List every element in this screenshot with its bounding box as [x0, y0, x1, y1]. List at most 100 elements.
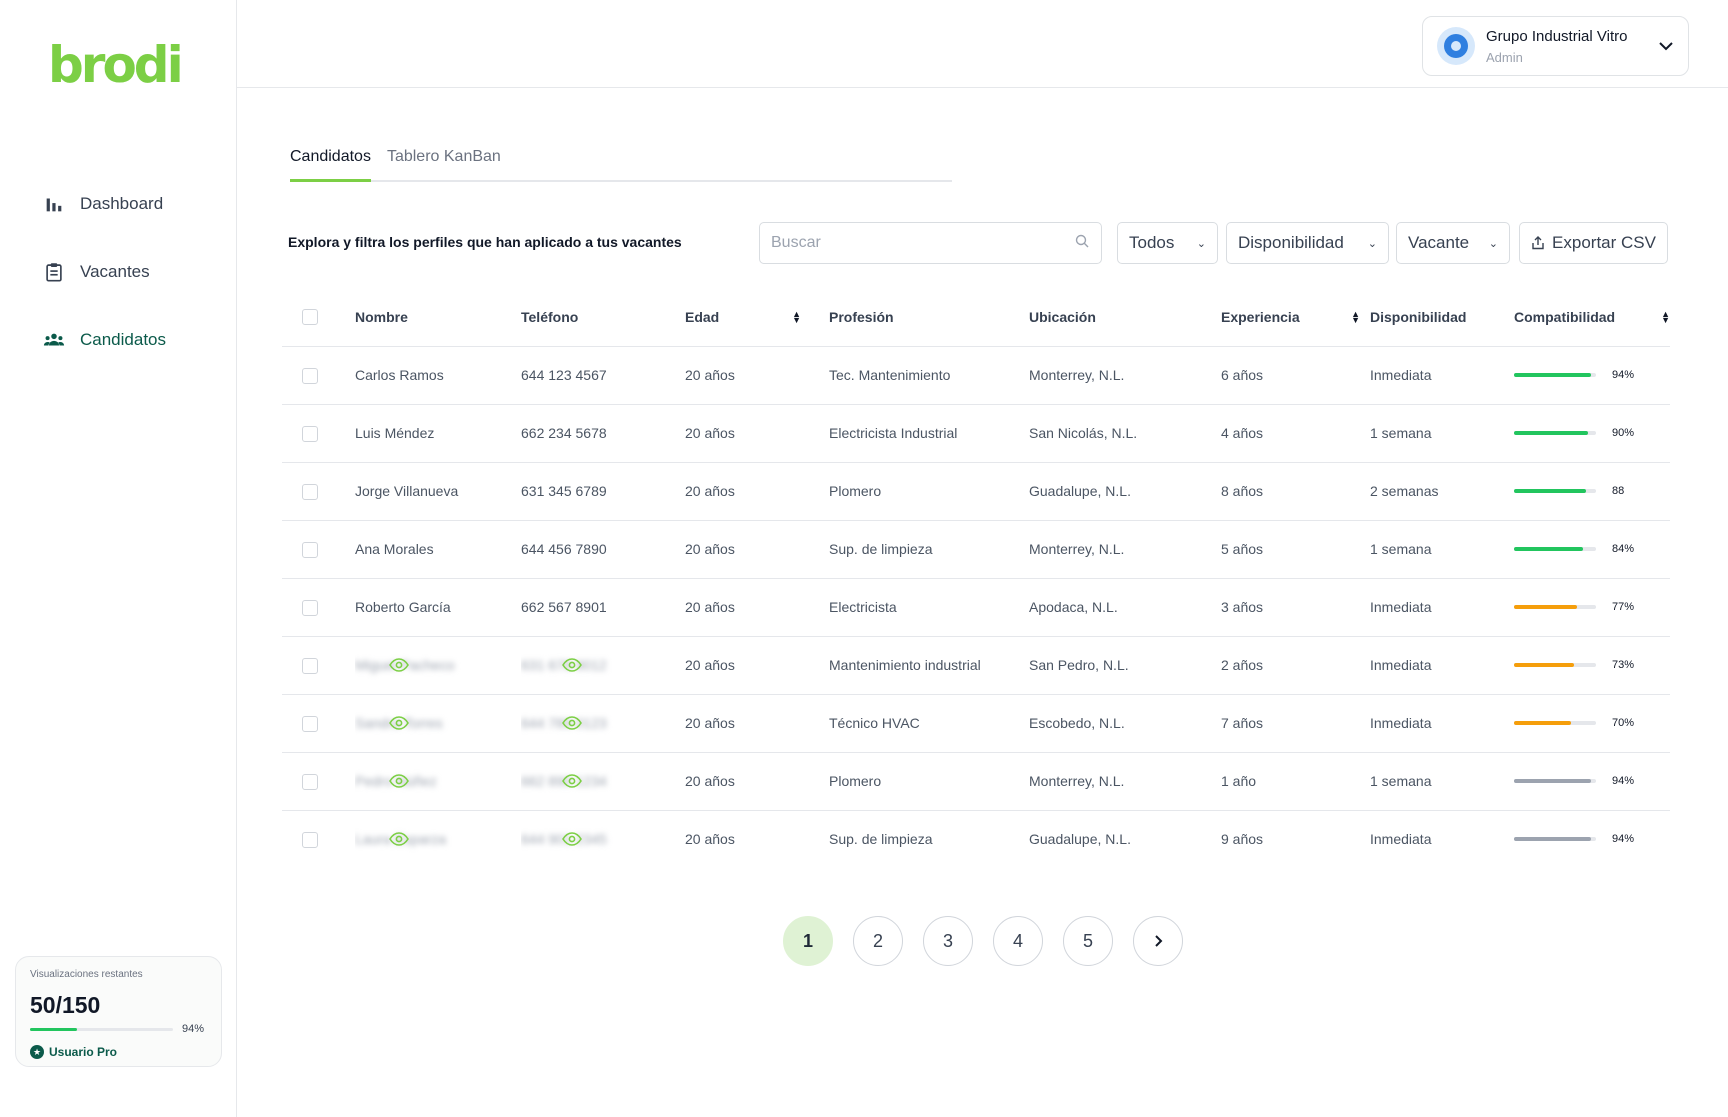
col-edad-header[interactable]: Edad ▲ ▼: [685, 288, 829, 347]
cell-ubicacion: Guadalupe, N.L.: [1029, 831, 1131, 848]
compat-bar: [1514, 605, 1596, 609]
cell-ubicacion: Apodaca, N.L.: [1029, 578, 1221, 637]
cell-nombre: Jorge Villanueva: [355, 462, 521, 521]
sidebar-item-candidatos[interactable]: Candidatos: [42, 306, 166, 374]
row-checkbox[interactable]: [302, 483, 318, 500]
cell-experiencia: 2 años: [1221, 636, 1370, 695]
page-button-5[interactable]: 5: [1063, 916, 1113, 966]
compat-bar-fill: [1514, 837, 1592, 842]
sort-icon[interactable]: ▲ ▼: [1661, 308, 1670, 325]
compat-bar-fill: [1514, 373, 1592, 377]
eye-icon[interactable]: [389, 832, 409, 847]
chevron-down-icon: ⌄: [1196, 237, 1206, 250]
cell-disponibilidad: 1 semana: [1370, 404, 1514, 463]
table-row[interactable]: Miguel Pacheco 631 678 9012 20 años Manteni…: [282, 636, 1670, 695]
cell-telefono: 662 567 8901: [521, 578, 685, 637]
col-compatibilidad-header[interactable]: Compatibilidad ▲ ▼: [1514, 288, 1670, 347]
page-button-3[interactable]: 3: [923, 916, 973, 966]
table-row[interactable]: Pedro Núñez 662 890 1234 20 años Plomero Mon…: [282, 752, 1670, 811]
export-csv-button[interactable]: Exportar CSV: [1519, 222, 1668, 264]
table-row[interactable]: Laura Esparza 644 901 2345 20 años Sup. de …: [282, 810, 1670, 868]
cell-disponibilidad: Inmediata: [1370, 346, 1514, 405]
cell-telefono: 631 345 6789: [521, 462, 685, 521]
table-row[interactable]: Jorge Villanueva 631 345 6789 20 años Plome…: [282, 462, 1670, 521]
row-checkbox[interactable]: [302, 425, 318, 442]
eye-icon[interactable]: [389, 716, 409, 730]
col-compatibilidad: Compatibilidad: [1514, 308, 1616, 325]
cell-telefono: 644 123 4567: [521, 346, 685, 405]
chevron-down-icon: [1658, 38, 1674, 54]
sort-icon[interactable]: ▲ ▼: [792, 308, 801, 325]
brodi-logo[interactable]: brodi: [48, 36, 184, 94]
sidebar: brodi Dashboard Vacantes Candidatos Visu…: [0, 0, 237, 1117]
plan-label: Usuario Pro: [49, 1045, 118, 1059]
cell-compatibilidad: 70%: [1514, 694, 1670, 753]
row-checkbox[interactable]: [302, 831, 318, 848]
row-checkbox[interactable]: [302, 715, 318, 732]
cell-edad: 20 años: [685, 520, 829, 579]
row-checkbox[interactable]: [302, 773, 318, 790]
cell-profesion: Electricista: [829, 578, 1029, 637]
col-profesion[interactable]: Profesión: [829, 288, 1029, 347]
row-checkbox[interactable]: [302, 657, 318, 674]
col-ubicacion[interactable]: Ubicación: [1029, 288, 1221, 347]
sort-icon[interactable]: ▲ ▼: [1351, 308, 1360, 325]
cell-profesion: Técnico HVAC: [829, 694, 1029, 753]
col-disponibilidad[interactable]: Disponibilidad: [1370, 288, 1514, 347]
search-box: [759, 222, 1102, 264]
eye-icon[interactable]: [562, 658, 582, 672]
row-checkbox[interactable]: [302, 599, 318, 616]
select-all-checkbox[interactable]: [302, 309, 318, 326]
cell-experiencia: 8 años: [1221, 462, 1370, 521]
compat-bar-fill: [1514, 431, 1588, 435]
col-telefono[interactable]: Teléfono: [521, 288, 685, 347]
compat-bar-fill: [1514, 721, 1572, 725]
quota-count: 50/150: [30, 992, 101, 1018]
compat-bar-fill: [1514, 605, 1578, 609]
sidebar-item-vacantes[interactable]: Vacantes: [42, 238, 166, 306]
table-row[interactable]: Carlos Ramos 644 123 4567 20 años Tec. Mant…: [282, 346, 1670, 405]
page-button-2[interactable]: 2: [853, 916, 903, 966]
cell-telefono: 662 234 5678: [521, 404, 685, 463]
eye-icon[interactable]: [389, 658, 409, 672]
compat-bar: [1514, 837, 1596, 842]
chevron-right-icon: [1155, 935, 1163, 947]
table-row[interactable]: Sandra Torres 644 789 0123 20 años Técnico …: [282, 694, 1670, 753]
quota-progress-fill: [30, 1027, 78, 1031]
search-icon[interactable]: [1074, 233, 1090, 254]
col-experiencia-header[interactable]: Experiencia ▲ ▼: [1221, 288, 1370, 347]
filter-vacante-value: Vacante: [1408, 233, 1470, 252]
table-row[interactable]: Ana Morales 644 456 7890 20 años Sup. de li…: [282, 520, 1670, 579]
cell-profesion: Tec. Mantenimiento: [829, 346, 1029, 405]
cell-compatibilidad: 77%: [1514, 578, 1670, 637]
org-switcher[interactable]: Grupo Industrial Vitro Admin: [1422, 16, 1689, 76]
cell-ubicacion: Guadalupe, N.L.: [1029, 462, 1221, 521]
col-nombre[interactable]: Nombre: [355, 288, 521, 347]
cell-telefono: 644 901 2345: [521, 831, 607, 848]
eye-icon[interactable]: [389, 774, 409, 788]
tab-kanban[interactable]: Tablero KanBan: [386, 148, 501, 165]
next-page-button[interactable]: [1133, 916, 1183, 966]
candidates-table: Nombre Teléfono Edad ▲ ▼ Profesión Ubicaci…: [282, 288, 1670, 868]
filter-vacante-dropdown[interactable]: Vacante ⌄: [1396, 222, 1510, 264]
eye-icon[interactable]: [562, 832, 582, 847]
share-icon: [1532, 236, 1544, 250]
cell-edad: 20 años: [685, 462, 829, 521]
col-edad: Edad: [685, 308, 720, 325]
table-row[interactable]: Luis Méndez 662 234 5678 20 años Electricis…: [282, 404, 1670, 463]
filter-disponibilidad-dropdown[interactable]: Disponibilidad ⌄: [1226, 222, 1389, 264]
row-checkbox[interactable]: [302, 367, 318, 384]
cell-edad: 20 años: [685, 578, 829, 637]
search-input[interactable]: [771, 234, 1074, 252]
row-checkbox[interactable]: [302, 541, 318, 558]
table-row[interactable]: Roberto García 662 567 8901 20 años Electri…: [282, 578, 1670, 637]
page-button-4[interactable]: 4: [993, 916, 1043, 966]
page-button-1[interactable]: 1: [783, 916, 833, 966]
tab-candidatos[interactable]: Candidatos: [290, 146, 371, 182]
eye-icon[interactable]: [562, 716, 582, 730]
sidebar-item-dashboard[interactable]: Dashboard: [42, 170, 166, 238]
eye-icon[interactable]: [562, 774, 582, 788]
cell-edad: 20 años: [685, 831, 735, 848]
cell-compatibilidad: 84%: [1514, 520, 1670, 579]
filter-todos-dropdown[interactable]: Todos ⌄: [1117, 222, 1218, 264]
